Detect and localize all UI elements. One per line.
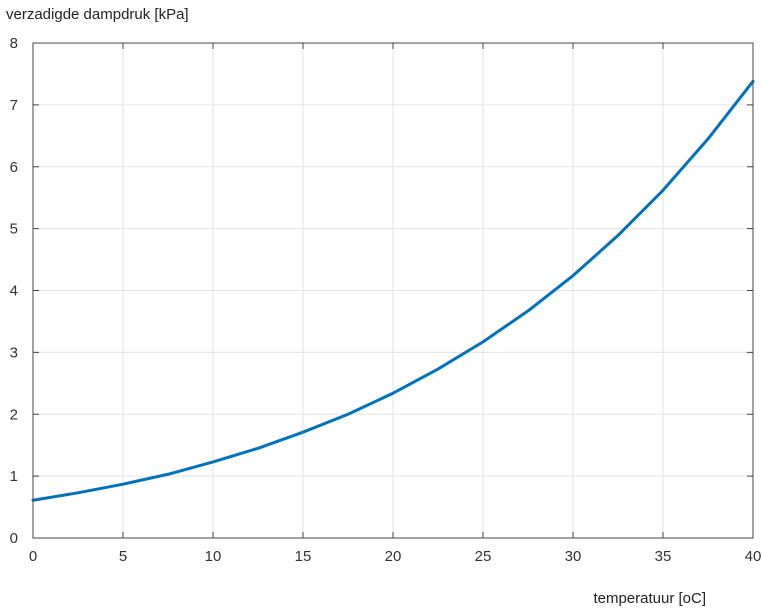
x-tick-label: 35 [655, 548, 672, 565]
x-tick-label: 40 [745, 548, 762, 565]
x-tick-label: 30 [565, 548, 582, 565]
x-tick-label: 25 [475, 548, 492, 565]
x-tick-label: 20 [385, 548, 402, 565]
y-tick-label: 8 [10, 35, 18, 52]
y-tick-label: 4 [10, 283, 18, 300]
y-tick-label: 3 [10, 344, 18, 361]
x-tick-label: 10 [205, 548, 222, 565]
y-axis-label: verzadigde dampdruk [kPa] [6, 6, 189, 23]
y-tick-label: 5 [10, 221, 18, 238]
y-tick-label: 7 [10, 97, 18, 114]
y-tick-label: 1 [10, 468, 18, 485]
x-axis-label: temperatuur [oC] [593, 590, 706, 607]
y-tick-label: 2 [10, 406, 18, 423]
axes-box [32, 42, 754, 539]
series-line [31, 79, 755, 502]
y-tick-label: 0 [10, 530, 18, 547]
y-tick-label: 6 [10, 159, 18, 176]
x-tick-label: 5 [119, 548, 127, 565]
x-tick-label: 15 [295, 548, 312, 565]
x-tick-label: 0 [29, 548, 37, 565]
